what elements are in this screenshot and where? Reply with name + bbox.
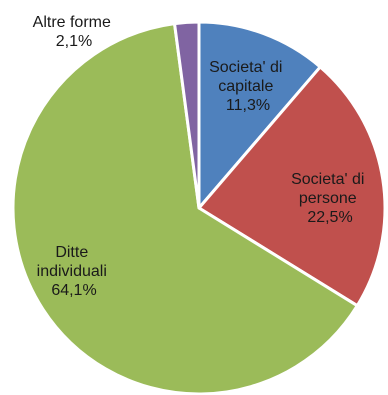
slice-label-societa-persone: Societa' di persone 22,5% <box>291 171 369 226</box>
slice-label-societa-capitale-line-1: Societa' di <box>209 59 282 76</box>
pie-labels: Societa' di capitale 11,3% Societa' di p… <box>33 14 369 299</box>
slice-label-ditte-individuali: Ditte individuali 64,1% <box>37 244 112 299</box>
slice-label-societa-persone-line-2: persone <box>299 190 357 207</box>
pie-slice-societa-capitale <box>197 20 322 210</box>
pie-slice-societa-persone <box>197 65 387 308</box>
pie-slices <box>11 20 387 395</box>
slice-value-altre-forme: 2,1% <box>56 33 92 50</box>
slice-label-societa-persone-line-1: Societa' di <box>291 171 364 188</box>
slice-label-altre-forme-line-1: Altre forme <box>33 14 111 31</box>
pie-slice-altre-forme <box>173 20 201 210</box>
slice-value-societa-capitale: 11,3% <box>226 97 270 114</box>
slice-label-societa-capitale: Societa' di capitale 11,3% <box>209 59 287 114</box>
pie-slice-ditte-individuali <box>11 22 359 395</box>
slice-value-societa-persone: 22,5% <box>307 209 352 226</box>
slice-label-ditte-individuali-line-2: individuali <box>37 263 107 280</box>
slice-label-altre-forme: Altre forme 2,1% <box>33 14 116 50</box>
slice-label-ditte-individuali-line-1: Ditte <box>55 244 88 261</box>
slice-value-ditte-individuali: 64,1% <box>51 282 96 299</box>
slice-label-societa-capitale-line-2: capitale <box>218 78 273 95</box>
